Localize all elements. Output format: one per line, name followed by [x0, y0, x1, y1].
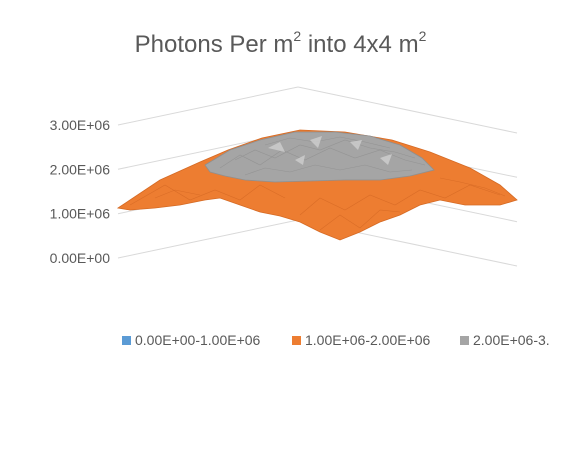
z-tick-0: 0.00E+00	[50, 250, 111, 266]
title-middle: into 4x4 m	[301, 31, 419, 58]
title-sup-2: 2	[418, 28, 427, 44]
surface-texture-orange	[129, 177, 506, 231]
surface-texture-gray	[219, 136, 426, 176]
z-tick-2: 2.00E+06	[50, 161, 111, 177]
legend-swatch-band-1	[292, 336, 301, 345]
z-tick-3: 3.00E+06	[50, 117, 111, 133]
gridline-left-0	[117, 219, 299, 259]
legend-swatch-band-0	[122, 336, 131, 345]
legend-label-band-0: 0.00E+00-1.00E+06	[135, 332, 261, 348]
legend: 0.00E+00-1.00E+06 1.00E+06-2.00E+06 2.00…	[122, 332, 550, 348]
title-sup-1: 2	[293, 28, 302, 44]
legend-swatch-band-2	[460, 336, 469, 345]
title-prefix: Photons Per m	[134, 31, 294, 58]
surface-band-2e6-3e6	[204, 131, 435, 183]
legend-label-band-1: 1.00E+06-2.00E+06	[305, 332, 431, 348]
surface-highlights	[268, 136, 392, 165]
legend-label-band-2: 2.00E+06-3.	[473, 332, 550, 348]
z-tick-1: 1.00E+06	[50, 206, 111, 222]
gridline-right-3	[297, 86, 518, 134]
chart-title: Photons Per m2 into 4x4 m2	[0, 28, 561, 59]
gridline-left-3	[117, 86, 299, 126]
